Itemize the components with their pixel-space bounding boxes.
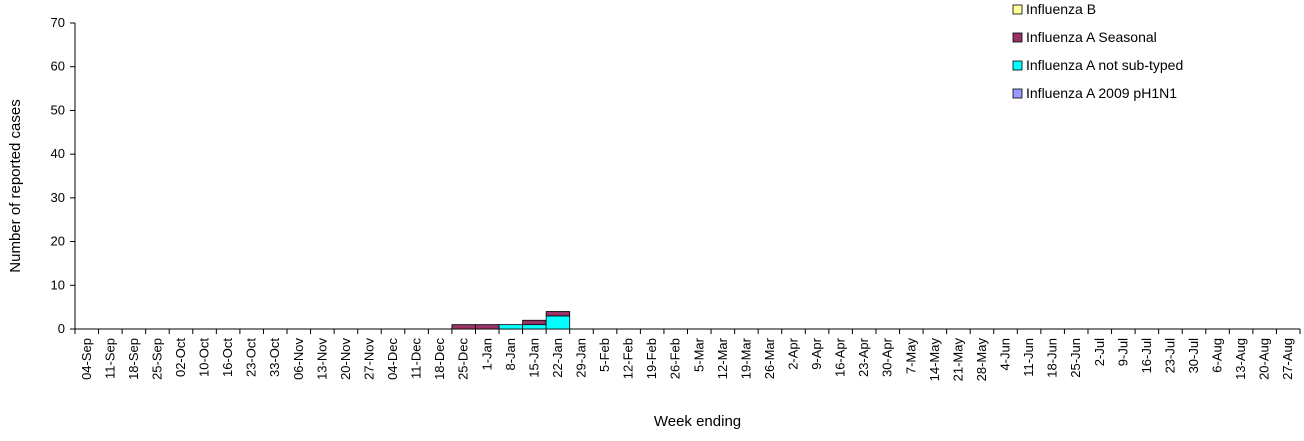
x-tick-label: 27-Nov: [361, 338, 376, 380]
x-tick-label: 13-Aug: [1233, 338, 1248, 380]
x-tick-label: 04-Dec: [385, 338, 400, 380]
x-tick-label: 13-Nov: [314, 338, 329, 380]
x-tick-label: 16-Jul: [1139, 338, 1154, 374]
x-tick-label: 9-Apr: [809, 337, 824, 369]
x-tick-label: 33-Oct: [267, 338, 282, 377]
x-tick-label: 26-Mar: [762, 337, 777, 379]
legend-label: Influenza B: [1026, 1, 1096, 17]
x-tick-label: 28-May: [974, 338, 989, 382]
y-axis-title: Number of reported cases: [7, 99, 24, 272]
y-tick-label: 40: [51, 146, 65, 161]
legend-label: Influenza A 2009 pH1N1: [1026, 85, 1177, 101]
x-tick-label: 15-Jan: [526, 338, 541, 378]
bar-segment: [451, 324, 476, 330]
x-tick-label: 11-Dec: [409, 338, 424, 379]
legend-swatch: [1012, 32, 1023, 43]
legend-label: Influenza A Seasonal: [1026, 29, 1157, 45]
x-tick-label: 19-Mar: [738, 337, 753, 379]
x-tick-label: 30-Apr: [880, 337, 895, 377]
bar-segment: [522, 324, 547, 330]
legend-swatch: [1012, 88, 1023, 99]
x-tick-label: 27-Aug: [1280, 338, 1295, 380]
x-tick-label: 6-Aug: [1210, 338, 1225, 373]
bars: [451, 311, 571, 330]
x-tick-label: 06-Nov: [291, 338, 306, 380]
y-tick-label: 70: [51, 15, 65, 30]
y-tick-label: 10: [51, 277, 65, 292]
bar-segment: [498, 324, 523, 330]
x-tick-label: 20-Aug: [1257, 338, 1272, 380]
axis-labels: Week ending Number of reported cases: [7, 99, 741, 430]
x-tick-label: 1-Jan: [479, 338, 494, 371]
x-tick-label: 7-May: [903, 338, 918, 375]
legend: Influenza B Influenza A Seasonal Influenza…: [1012, 1, 1183, 101]
x-tick-label: 23-Jul: [1162, 338, 1177, 374]
x-tick-label: 8-Jan: [503, 338, 518, 371]
x-tick-label: 26-Feb: [668, 338, 683, 379]
x-tick-label: 18-Dec: [432, 338, 447, 380]
bar-segment: [545, 315, 571, 330]
x-tick-label: 9-Jul: [1115, 338, 1130, 366]
x-tick-label: 22-Jan: [550, 338, 565, 378]
x-tick-label: 25-Jun: [1068, 338, 1083, 378]
axes: 0 10 20 30 40 50 60 70 04-Sep 11-Sep 18-Sep 25-Sep 0…: [51, 15, 1301, 382]
legend-swatch: [1012, 4, 1023, 15]
x-tick-label: 5-Mar: [691, 337, 706, 372]
x-tick-label: 12-Mar: [715, 337, 730, 379]
y-tick-label: 0: [58, 321, 65, 336]
legend-label: Influenza A not sub-typed: [1026, 57, 1183, 73]
x-tick-label: 25-Sep: [149, 338, 164, 380]
x-tick-label: 2-Apr: [786, 337, 801, 369]
bar-segment: [522, 319, 547, 326]
x-tick-label: 18-Sep: [126, 338, 141, 380]
x-tick-label: 5-Feb: [597, 338, 612, 372]
x-tick-label: 23-Apr: [856, 337, 871, 377]
x-tick-label: 30-Jul: [1186, 338, 1201, 374]
x-tick-label: 25-Dec: [456, 338, 471, 380]
x-tick-label: 2-Jul: [1092, 338, 1107, 366]
y-tick-label: 30: [51, 190, 65, 205]
x-tick-label: 20-Nov: [338, 338, 353, 380]
x-tick-label: 23-Oct: [244, 338, 259, 377]
y-tick-label: 60: [51, 59, 65, 74]
y-tick-label: 50: [51, 102, 65, 117]
x-tick-label: 10-Oct: [197, 338, 212, 377]
x-axis-title: Week ending: [654, 413, 741, 430]
bar-segment: [545, 311, 571, 317]
x-tick-label: 02-Oct: [173, 338, 188, 377]
x-tick-label: 4-Jun: [998, 338, 1013, 371]
x-tick-label: 16-Apr: [833, 337, 848, 377]
x-tick-label: 21-May: [950, 338, 965, 382]
x-tick-label: 04-Sep: [79, 338, 94, 380]
x-tick-label: 29-Jan: [573, 338, 588, 378]
y-tick-label: 20: [51, 234, 65, 249]
x-tick-label: 14-May: [927, 338, 942, 382]
x-tick-label: 11-Sep: [102, 338, 117, 379]
x-tick-label: 11-Jun: [1021, 338, 1036, 377]
x-tick-label: 16-Oct: [220, 338, 235, 377]
legend-swatch: [1012, 60, 1023, 71]
bar-segment: [475, 324, 500, 330]
x-tick-label: 19-Feb: [644, 338, 659, 379]
x-tick-label: 18-Jun: [1045, 338, 1060, 378]
x-tick-label: 12-Feb: [621, 338, 636, 379]
